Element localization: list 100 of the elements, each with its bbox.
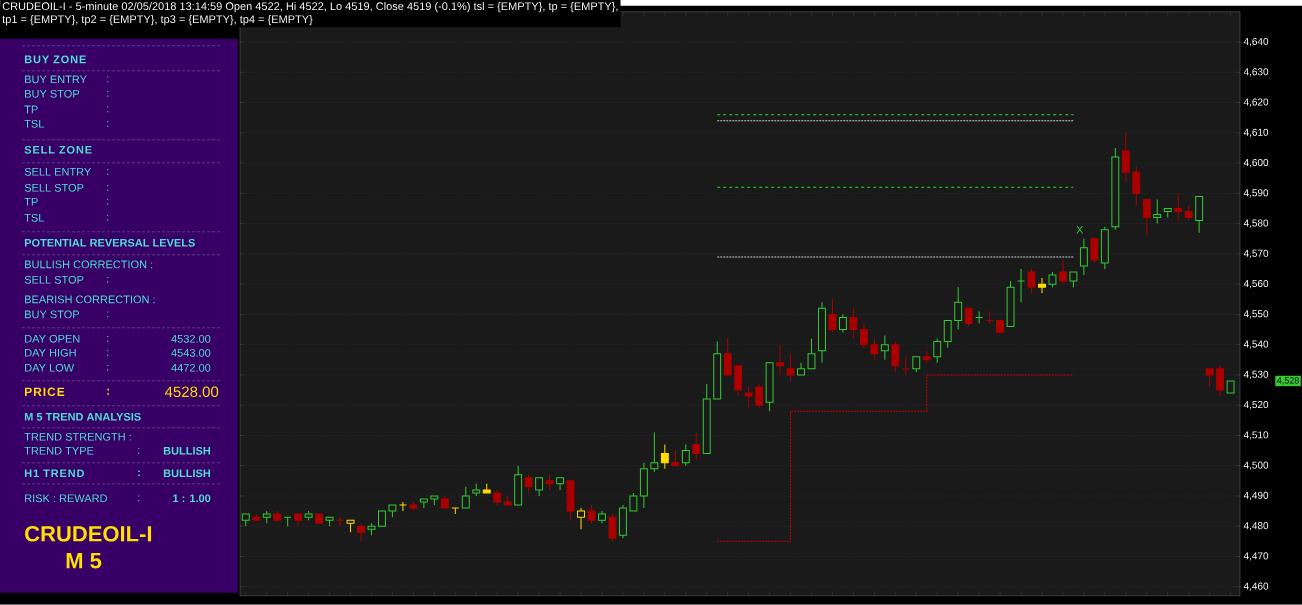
candlestick xyxy=(838,313,847,334)
text: : xyxy=(107,76,109,83)
candlestick xyxy=(933,338,942,364)
text: DAY OPEN xyxy=(25,335,80,343)
text: BULLISH xyxy=(163,447,211,455)
candlestick xyxy=(1216,365,1225,397)
text: TP xyxy=(24,105,38,114)
chart-subtitle: tp1 = {EMPTY}, tp2 = {EMPTY}, tp3 = {EMPTY}, tp4 = {EMPTY} xyxy=(2,15,313,26)
text: : xyxy=(107,106,109,113)
text: : xyxy=(107,335,109,342)
text: BUY STOP xyxy=(25,90,80,98)
text: 4472.00 xyxy=(171,364,211,372)
candlestick xyxy=(870,338,879,361)
text: BUY STOP xyxy=(25,310,80,319)
text: SELL STOP xyxy=(24,184,84,192)
text: PRICE xyxy=(25,387,65,397)
text: 4532.00 xyxy=(171,335,211,343)
text: SELL STOP xyxy=(24,276,84,284)
candlestick xyxy=(692,431,701,461)
candlestick xyxy=(524,474,533,494)
y-tick-label: 4,550 xyxy=(1243,310,1269,319)
text: : xyxy=(107,168,109,175)
text: DAY LOW xyxy=(25,364,75,372)
y-tick-label: 4,600 xyxy=(1243,159,1269,168)
text: H1 TREND xyxy=(24,469,85,478)
candlestick xyxy=(461,486,470,509)
candlestick xyxy=(880,335,889,361)
candlestick xyxy=(1058,259,1067,285)
candlestick xyxy=(629,492,638,512)
text: : xyxy=(107,198,109,205)
text: DAY HIGH xyxy=(25,349,76,357)
y-tick-label: 4,460 xyxy=(1243,582,1269,591)
y-tick-label: 4,470 xyxy=(1243,552,1269,561)
candlestick xyxy=(1038,277,1046,294)
candlestick xyxy=(587,504,596,524)
text: M 5 xyxy=(66,553,102,569)
y-tick-label: 4,640 xyxy=(1243,38,1269,47)
candlestick xyxy=(650,431,659,473)
y-tick-label: 4,630 xyxy=(1243,68,1269,77)
candlestick xyxy=(660,444,669,470)
text: POTENTIAL REVERSAL LEVELS xyxy=(24,239,195,247)
text: : xyxy=(138,447,140,454)
text: BUY ZONE xyxy=(24,55,86,64)
candlestick xyxy=(1090,238,1099,264)
candlestick xyxy=(1153,198,1162,225)
y-tick-label: 4,510 xyxy=(1243,431,1269,440)
candlestick xyxy=(419,498,428,509)
candlestick xyxy=(891,341,900,373)
candlestick xyxy=(336,516,345,527)
text: CRUDEOIL-I xyxy=(25,526,152,542)
text: BEARISH CORRECTION : xyxy=(25,295,155,304)
candlestick xyxy=(786,353,795,382)
text: TREND STRENGTH : xyxy=(24,433,131,441)
y-tick-label: 4,590 xyxy=(1243,189,1269,198)
candlestick xyxy=(755,383,764,409)
text: 4543.00 xyxy=(171,349,211,357)
candlestick xyxy=(535,477,544,497)
text: : xyxy=(107,276,109,283)
text: BULLISH xyxy=(163,469,211,478)
text: TREND TYPE xyxy=(24,447,94,455)
text: SELL ENTRY xyxy=(24,168,91,176)
text: 4,528 xyxy=(1276,377,1299,385)
candlestick xyxy=(357,522,365,542)
candlestick xyxy=(1027,268,1036,294)
text: M 5 TREND ANALYSIS xyxy=(24,413,141,421)
candlestick xyxy=(1142,198,1151,237)
text: : xyxy=(107,214,109,221)
text: : xyxy=(107,388,110,395)
text: TSL xyxy=(24,214,45,222)
y-tick-label: 4,610 xyxy=(1243,128,1269,138)
candlestick xyxy=(723,338,732,376)
y-tick-label: 4,540 xyxy=(1243,340,1269,349)
text: : xyxy=(107,90,109,97)
y-tick-label: 4,490 xyxy=(1243,491,1269,501)
text: : xyxy=(107,120,109,127)
text: 4528.00 xyxy=(164,386,219,398)
candlestick xyxy=(943,320,952,349)
text: : xyxy=(107,311,109,318)
text: 1 : 1.00 xyxy=(173,494,211,503)
text: : xyxy=(107,364,109,371)
candlestick xyxy=(556,477,565,491)
candlestick xyxy=(744,386,753,409)
text: TP xyxy=(24,198,38,206)
text: : xyxy=(107,184,109,191)
y-tick-label: 4,620 xyxy=(1243,98,1269,107)
candlestick xyxy=(577,507,585,530)
y-tick-label: 4,580 xyxy=(1243,219,1269,228)
candlestick xyxy=(1132,165,1141,207)
candlestick xyxy=(1079,238,1088,276)
candlestick xyxy=(859,323,868,349)
candlestick xyxy=(807,338,816,370)
annotation: X xyxy=(1076,225,1084,234)
text: BULLISH CORRECTION : xyxy=(25,260,153,269)
y-tick-label: 4,500 xyxy=(1243,461,1269,470)
candlestick xyxy=(1174,192,1183,222)
candlestick xyxy=(901,356,910,376)
candlestick xyxy=(1121,132,1130,182)
candlestick xyxy=(828,298,837,334)
candlestick xyxy=(608,513,617,542)
text: TSL xyxy=(24,120,45,128)
